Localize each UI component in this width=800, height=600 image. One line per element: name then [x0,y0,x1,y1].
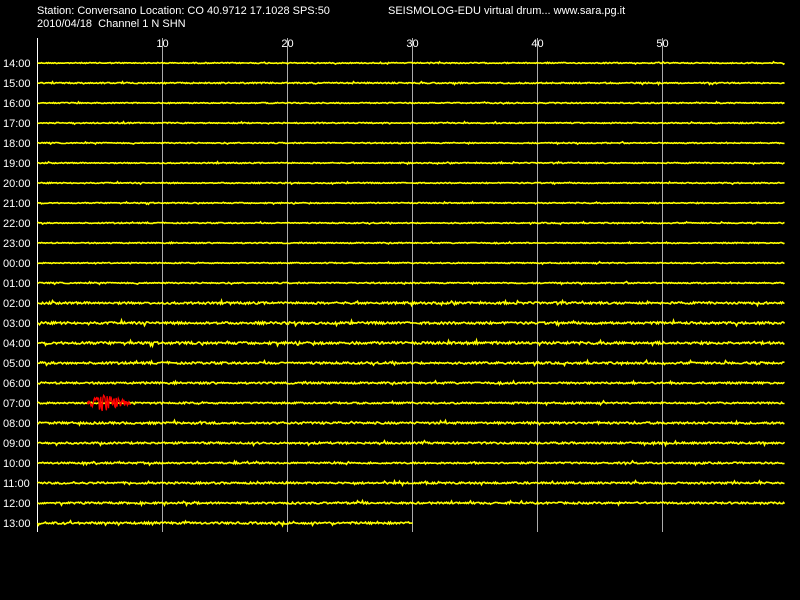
row-time-label: 11:00 [3,478,30,490]
row-time-label: 15:00 [3,78,31,90]
trace-10-00 [37,459,785,467]
trace-21-00 [37,200,785,206]
trace-01-00 [37,280,785,286]
row-time-label: 18:00 [3,138,31,150]
trace-12-00 [37,498,786,508]
trace-19-00 [37,160,785,166]
row-time-label: 14:00 [3,58,31,70]
row-time-label: 02:00 [3,298,31,310]
trace-22-00 [37,220,785,226]
date-channel-info: 2010/04/18 Channel 1 N SHN [37,18,186,30]
trace-00-00 [37,260,785,266]
x-tick-label: 10 [156,38,168,50]
row-time-label: 16:00 [3,98,31,110]
row-time-label: 00:00 [3,258,31,270]
row-time-label: 19:00 [3,158,31,170]
trace-08-00 [37,418,785,427]
row-time-label: 05:00 [3,358,31,370]
row-time-label: 12:00 [3,498,31,510]
row-time-label: 09:00 [3,438,31,450]
x-tick-label: 50 [656,38,668,50]
trace-18-00 [37,140,785,146]
row-time-label: 03:00 [3,318,31,330]
trace-13-00 [36,519,413,528]
x-tick-label: 20 [281,38,293,50]
trace-17-00 [37,120,785,126]
row-time-label: 17:00 [3,118,31,130]
trace-04-00 [37,337,785,349]
trace-15-00 [37,80,785,87]
trace-14-00 [37,60,786,66]
row-time-label: 04:00 [3,338,31,350]
station-info: Station: Conversano Location: CO 40.9712… [37,5,330,17]
trace-02-00 [37,297,785,308]
trace-20-00 [37,180,785,186]
earthquake-event-trace [86,393,131,412]
trace-16-00 [37,100,785,105]
trace-06-00 [37,379,785,387]
software-info: SEISMOLOG-EDU virtual drum... www.sara.p… [388,5,626,17]
row-time-label: 23:00 [3,238,31,250]
row-time-label: 22:00 [3,218,31,230]
row-time-label: 13:00 [3,518,31,530]
row-time-label: 07:00 [3,398,31,410]
trace-03-00 [37,317,786,328]
row-time-label: 20:00 [3,178,31,190]
row-time-label: 08:00 [3,418,31,430]
trace-07-00 [37,399,785,407]
row-time-label: 10:00 [3,458,31,470]
row-time-label: 01:00 [3,278,31,290]
x-tick-label: 40 [531,38,543,50]
trace-05-00 [37,358,785,368]
row-time-label: 06:00 [3,378,31,390]
trace-11-00 [37,478,785,488]
x-tick-label: 30 [406,38,418,50]
row-time-label: 21:00 [3,198,31,210]
trace-23-00 [37,240,785,245]
trace-09-00 [37,439,786,448]
